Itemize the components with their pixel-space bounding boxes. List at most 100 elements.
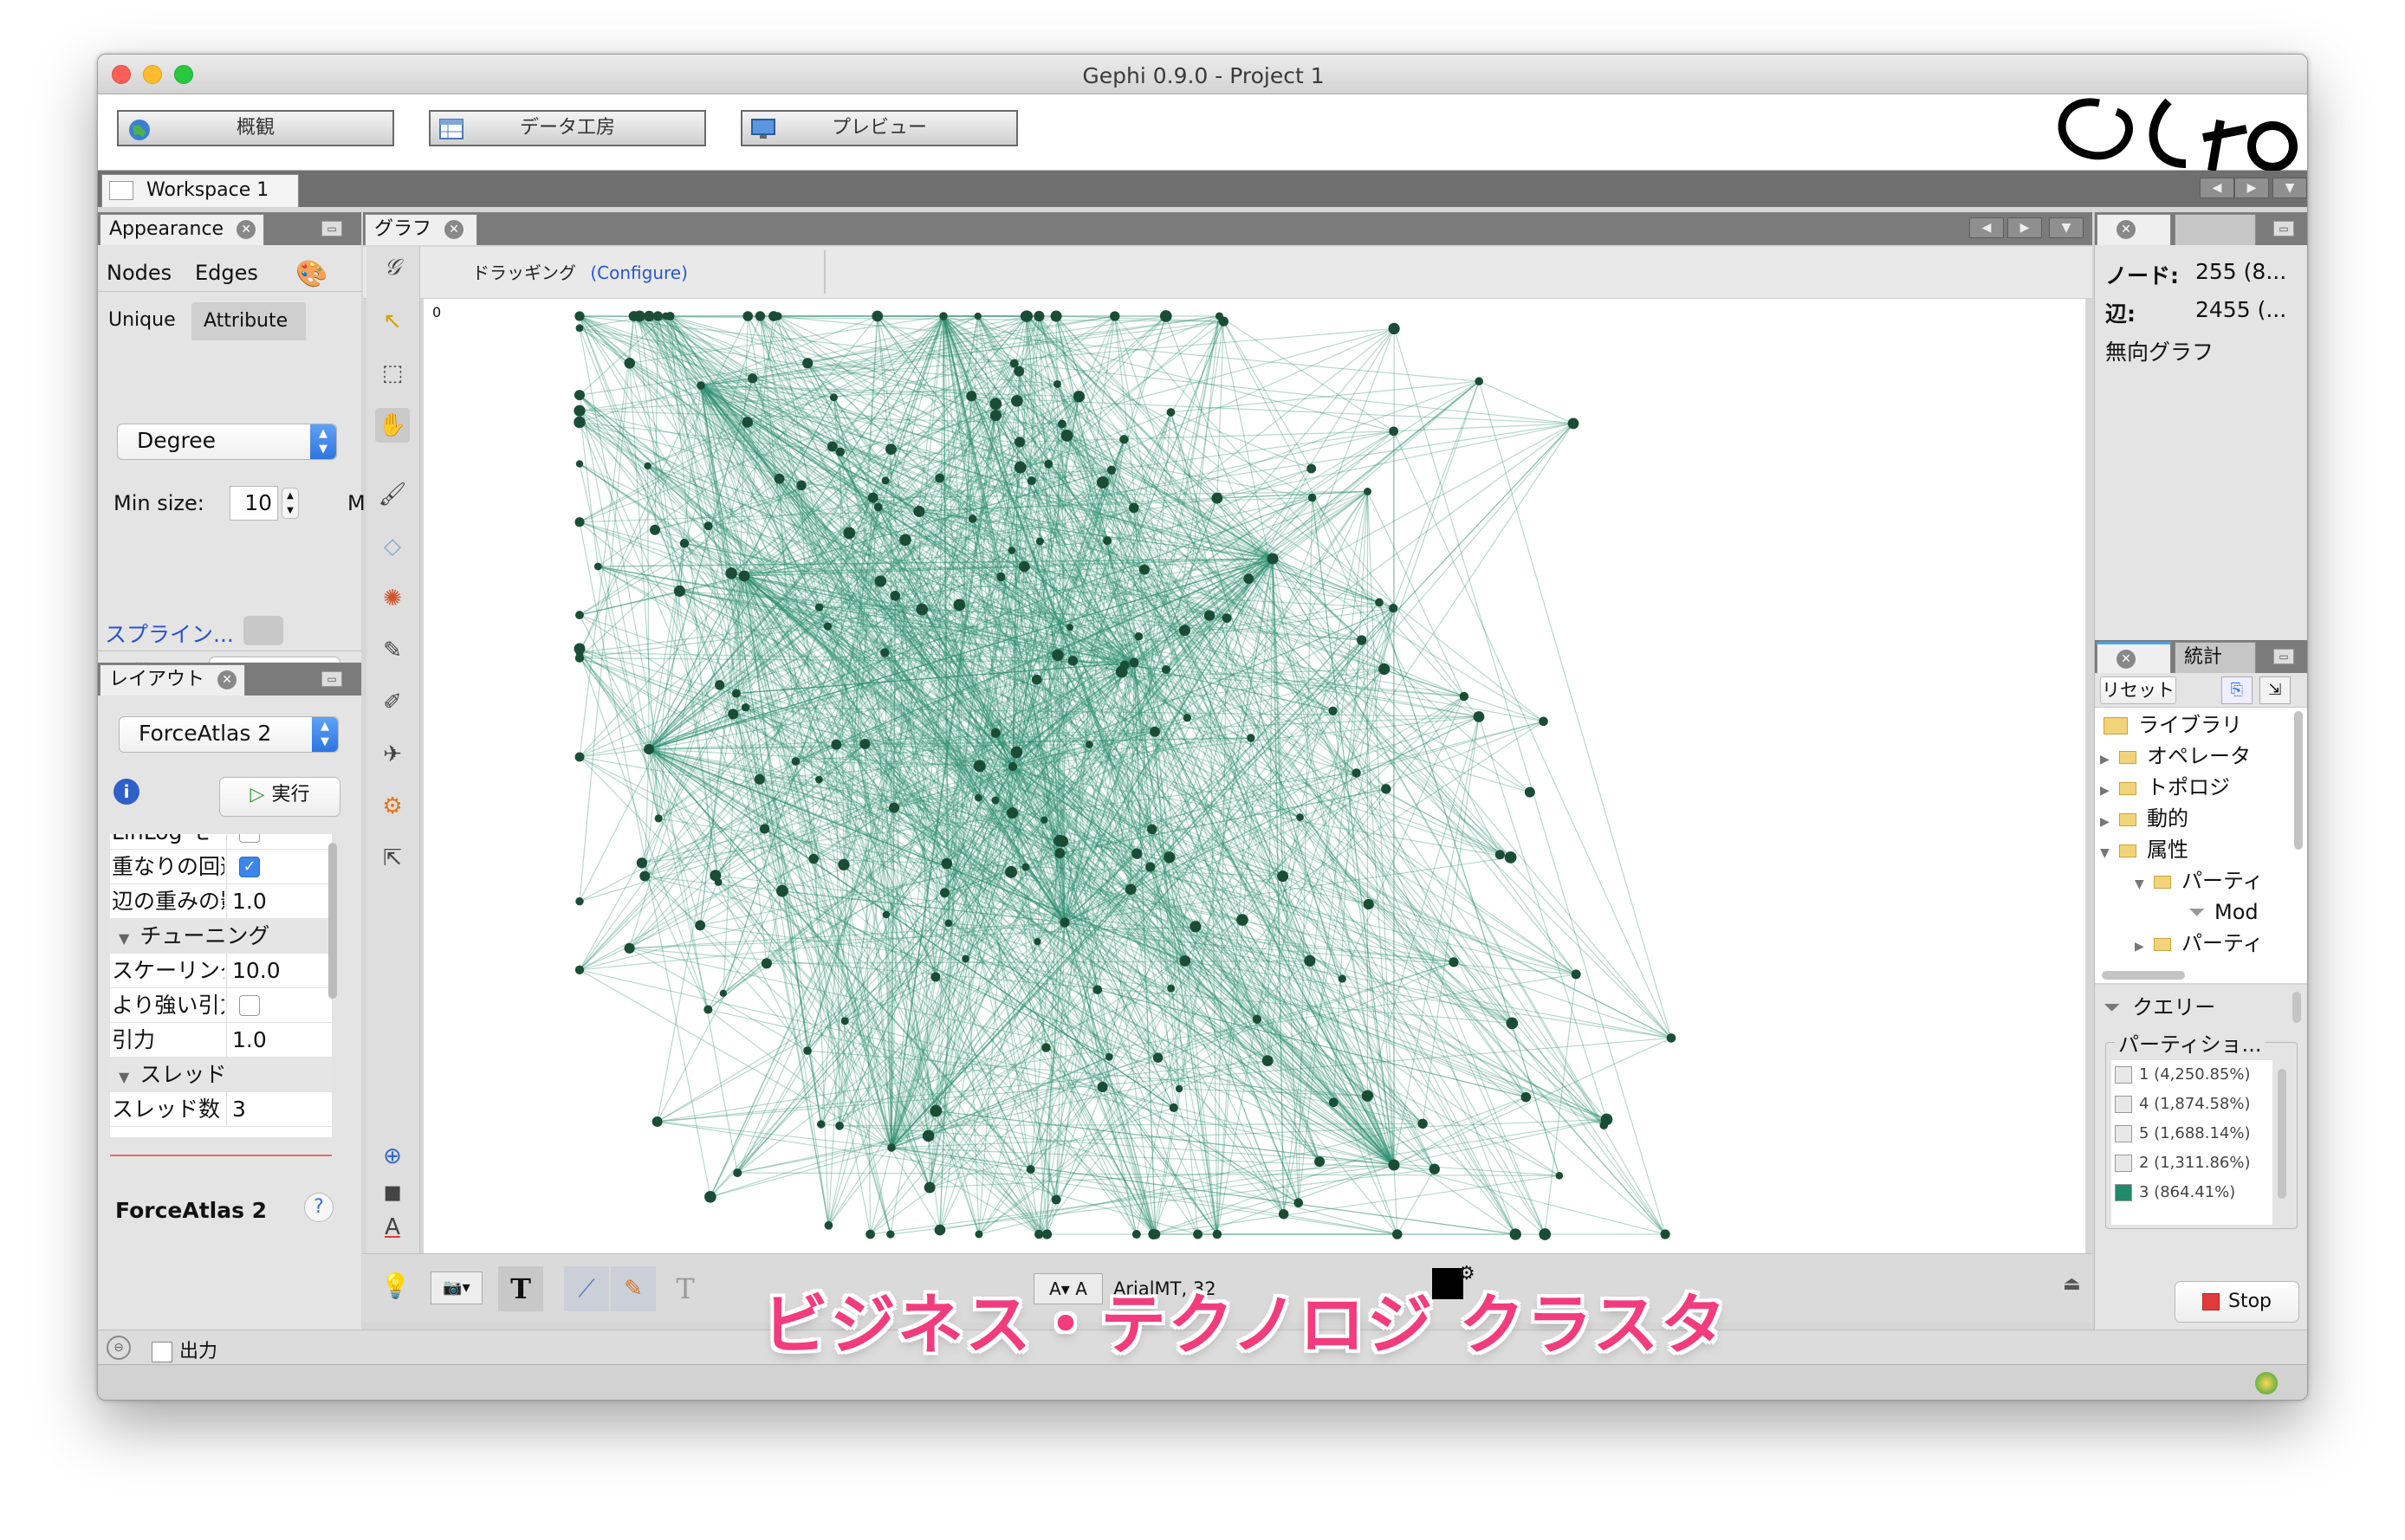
graph-node[interactable] xyxy=(890,591,901,601)
section-toggle[interactable]: ▼ スレッド xyxy=(119,1058,226,1095)
graph-node[interactable] xyxy=(710,870,722,882)
partition-item[interactable]: 4 (1,874.58%) xyxy=(2115,1090,2250,1119)
tree-item[interactable]: ▶ パーティ xyxy=(2135,928,2264,959)
graph-node[interactable] xyxy=(887,1143,896,1152)
graph-node[interactable] xyxy=(953,599,966,611)
font-color-icon[interactable]: A xyxy=(385,1214,400,1240)
chevron-right-icon[interactable]: ▶ xyxy=(2135,940,2144,954)
graph-node[interactable] xyxy=(802,358,814,369)
graph-node[interactable] xyxy=(759,824,770,834)
graph-node[interactable] xyxy=(644,744,654,754)
layout-algorithm-select[interactable]: ForceAtlas 2 ▲ ▼ xyxy=(119,716,339,753)
graph-node[interactable] xyxy=(924,1181,936,1194)
graph-node[interactable] xyxy=(1567,417,1579,430)
property-value[interactable]: 1.0 xyxy=(226,1023,332,1058)
edge-labels-toggle-icon[interactable]: T xyxy=(676,1272,695,1305)
graph-node[interactable] xyxy=(1278,1208,1289,1220)
graph-node[interactable] xyxy=(1506,1017,1519,1030)
property-checkbox[interactable] xyxy=(239,834,260,843)
graph-node[interactable] xyxy=(1008,761,1018,772)
graph-node[interactable] xyxy=(574,517,585,527)
overview-mode-button[interactable]: 概観 xyxy=(117,110,394,146)
graph-node[interactable] xyxy=(575,611,584,620)
graph-node[interactable] xyxy=(1050,310,1062,322)
graph-node[interactable] xyxy=(1067,656,1079,666)
graph-node[interactable] xyxy=(916,603,929,616)
graph-node[interactable] xyxy=(1361,1090,1374,1102)
graph-node[interactable] xyxy=(1459,691,1469,702)
graph-node[interactable] xyxy=(1267,553,1279,565)
graph-node[interactable] xyxy=(1131,848,1143,859)
gear-icon[interactable]: ⚙ xyxy=(382,793,403,819)
graph-menu-button[interactable]: ▼ xyxy=(2049,217,2084,238)
graph-node[interactable] xyxy=(1105,1052,1113,1061)
graph-node[interactable] xyxy=(913,505,925,517)
graph-node[interactable] xyxy=(1125,883,1137,896)
graph-node[interactable] xyxy=(882,910,891,919)
property-row[interactable]: 重なりの回避✓ xyxy=(110,850,332,884)
graph-node[interactable] xyxy=(1041,1043,1051,1052)
tree-horizontal-scrollbar[interactable] xyxy=(2102,971,2185,980)
library-node[interactable]: ライブラリ xyxy=(2104,709,2242,741)
graph-node[interactable] xyxy=(1277,870,1289,883)
graph-node[interactable] xyxy=(748,373,758,384)
graph-node[interactable] xyxy=(1218,316,1229,327)
property-value[interactable]: 3 xyxy=(226,1092,332,1127)
graph-node[interactable] xyxy=(930,972,941,982)
graph-node[interactable] xyxy=(1119,660,1130,670)
graph-node[interactable] xyxy=(628,311,639,321)
graph-node[interactable] xyxy=(1252,1014,1262,1024)
graph-node[interactable] xyxy=(1006,807,1019,819)
graph-node[interactable] xyxy=(1429,1163,1440,1174)
graph-node[interactable] xyxy=(1134,632,1144,641)
save-filter-icon[interactable]: ⎘ xyxy=(2221,676,2253,704)
partition-swatch[interactable] xyxy=(2115,1125,2132,1142)
graph-node[interactable] xyxy=(1211,492,1223,504)
property-value[interactable]: 1.0 xyxy=(226,884,332,919)
attribute-tab[interactable]: Attribute xyxy=(191,302,306,340)
graph-node[interactable] xyxy=(1060,917,1070,928)
graph-node[interactable] xyxy=(1138,564,1150,575)
graph-node[interactable] xyxy=(1041,1229,1053,1239)
graph-node[interactable] xyxy=(697,381,705,390)
graph-node[interactable] xyxy=(886,1230,895,1239)
workspace-menu-button[interactable]: ▼ xyxy=(2272,178,2307,198)
screenshot-button[interactable]: 📷▾ xyxy=(431,1271,483,1304)
close-context-icon[interactable]: ✕ xyxy=(2117,220,2136,239)
graph-node[interactable] xyxy=(636,857,648,869)
graph-node[interactable] xyxy=(989,410,1002,422)
graph-node[interactable] xyxy=(885,443,897,456)
graph-node[interactable] xyxy=(768,311,779,321)
graph-node[interactable] xyxy=(991,796,1000,805)
ranking-attribute-select[interactable]: Degree ▲ ▼ xyxy=(117,424,337,460)
graph-node[interactable] xyxy=(1388,322,1400,335)
graph-node[interactable] xyxy=(1338,974,1346,983)
minimize-window-button[interactable] xyxy=(143,65,162,84)
tree-item[interactable]: ▶ オペレータ xyxy=(2100,741,2251,772)
graph-node[interactable] xyxy=(1203,610,1215,621)
graph-node[interactable] xyxy=(1026,1165,1035,1174)
graph-node[interactable] xyxy=(574,752,585,762)
graph-node[interactable] xyxy=(975,1230,983,1239)
chevron-down-icon[interactable]: ▼ xyxy=(2135,877,2144,891)
tree-item[interactable]: ▶ 動的 xyxy=(2100,803,2188,834)
graph-node[interactable] xyxy=(725,567,737,579)
graph-node[interactable] xyxy=(966,391,977,402)
node-labels-toggle-icon[interactable]: T xyxy=(498,1266,543,1311)
graph-node[interactable] xyxy=(1389,604,1398,613)
graph-node[interactable] xyxy=(1096,476,1109,489)
properties-scrollbar[interactable] xyxy=(328,843,337,999)
graph-node[interactable] xyxy=(1381,784,1391,794)
graph-node[interactable] xyxy=(835,447,846,456)
graph-node[interactable] xyxy=(1005,865,1018,878)
graph-node[interactable] xyxy=(1166,408,1176,417)
graph-node[interactable] xyxy=(1128,502,1139,514)
graph-node[interactable] xyxy=(1504,851,1517,864)
drag-hand-icon[interactable]: ✋ xyxy=(375,408,410,443)
scroll-right-button[interactable]: ▶ xyxy=(2234,178,2269,198)
property-row[interactable]: 辺の重みの影響1.0 xyxy=(110,884,332,919)
graph-node[interactable] xyxy=(644,462,651,470)
graph-node[interactable] xyxy=(1021,863,1030,871)
color-wheel-icon[interactable]: ✺ xyxy=(383,586,402,611)
graph-node[interactable] xyxy=(1145,862,1156,872)
